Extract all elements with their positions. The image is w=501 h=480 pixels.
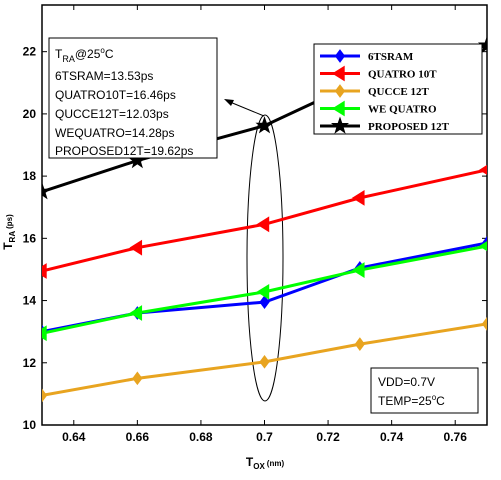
svg-text:TRA@25oC: TRA@25oC — [55, 46, 114, 64]
condition-box: VDD=0.7V TEMP=25oC — [370, 367, 479, 414]
legend-label: WE QUATRO — [368, 104, 437, 116]
legend: 6TSRAM QUATRO 10T QUCCE 12T WE QUATRO PROPOS… — [313, 43, 483, 135]
annotation-arrow — [229, 101, 265, 117]
legend-marker — [332, 100, 345, 117]
y-axis-label: TRA(ps) — [1, 214, 17, 250]
x-tick-label: 0.74 — [380, 430, 404, 444]
data-point — [479, 241, 487, 252]
svg-text:TEMP=25oC: TEMP=25oC — [378, 393, 445, 408]
condition-deg: o — [432, 393, 437, 402]
data-point — [351, 262, 365, 278]
info-line: WEQUATRO=14.28ps — [55, 126, 174, 140]
legend-marker — [334, 84, 346, 98]
data-point — [129, 305, 143, 321]
data-point — [259, 295, 270, 309]
legend-marker — [330, 116, 350, 134]
condition-vdd: VDD=0.7V — [378, 375, 435, 389]
y-tick-label: 20 — [23, 107, 37, 121]
info-line: QUATRO10T=16.46ps — [55, 88, 176, 102]
x-tick-label: 0.66 — [126, 430, 150, 444]
info-title-unit: C — [105, 47, 114, 61]
data-point — [256, 216, 270, 233]
data-point — [481, 317, 487, 331]
data-point — [42, 388, 48, 403]
condition-unit: C — [436, 394, 445, 408]
y-tick-label: 18 — [23, 169, 37, 183]
info-line: PROPOSED12T=19.62ps — [55, 144, 193, 158]
info-line: QUCCE12T=12.03ps — [55, 107, 169, 121]
data-point — [42, 182, 52, 200]
y-tick-label: 16 — [23, 231, 37, 245]
info-line: 6TSRAM=13.53ps — [55, 69, 153, 83]
y-tick-label: 12 — [23, 356, 37, 370]
info-title-main: T — [55, 47, 63, 61]
legend-label: QUATRO 10T — [368, 69, 437, 81]
data-point — [255, 116, 274, 134]
info-title-sub: RA — [62, 54, 75, 64]
legend-marker — [332, 65, 345, 82]
y-tick-label: 10 — [23, 418, 37, 432]
data-point — [354, 337, 365, 351]
legend-label: PROPOSED 12T — [368, 121, 450, 133]
data-point — [42, 325, 47, 342]
legend-label: QUCCE 12T — [368, 86, 429, 98]
data-point — [259, 355, 270, 369]
data-point — [129, 239, 143, 256]
x-tick-label: 0.7 — [256, 430, 273, 444]
x-axis-label: TOX (nm) — [246, 455, 285, 471]
x-tick-label: 0.72 — [316, 430, 340, 444]
annotation-arrowhead — [224, 99, 234, 106]
legend-label: 6TSRAM — [368, 51, 414, 63]
legend-marker — [334, 49, 346, 63]
data-point — [477, 35, 487, 54]
data-point — [256, 283, 270, 300]
y-tick-label: 22 — [23, 45, 37, 59]
data-point — [351, 189, 365, 206]
data-point — [479, 164, 487, 175]
x-tick-label: 0.68 — [189, 430, 213, 444]
info-box: TRA@25oC 6TSRAM=13.53ps QUATRO10T=16.46p… — [48, 37, 218, 159]
info-title-deg: o — [100, 46, 105, 55]
x-tick-label: 0.64 — [62, 430, 86, 444]
info-title-rest: @25 — [75, 47, 101, 61]
y-tick-label: 14 — [23, 294, 37, 308]
data-point — [132, 371, 143, 386]
highlight-ellipse — [246, 114, 284, 402]
data-point — [42, 263, 47, 279]
condition-temp: TEMP=25 — [378, 394, 432, 408]
x-tick-label: 0.76 — [444, 430, 468, 444]
